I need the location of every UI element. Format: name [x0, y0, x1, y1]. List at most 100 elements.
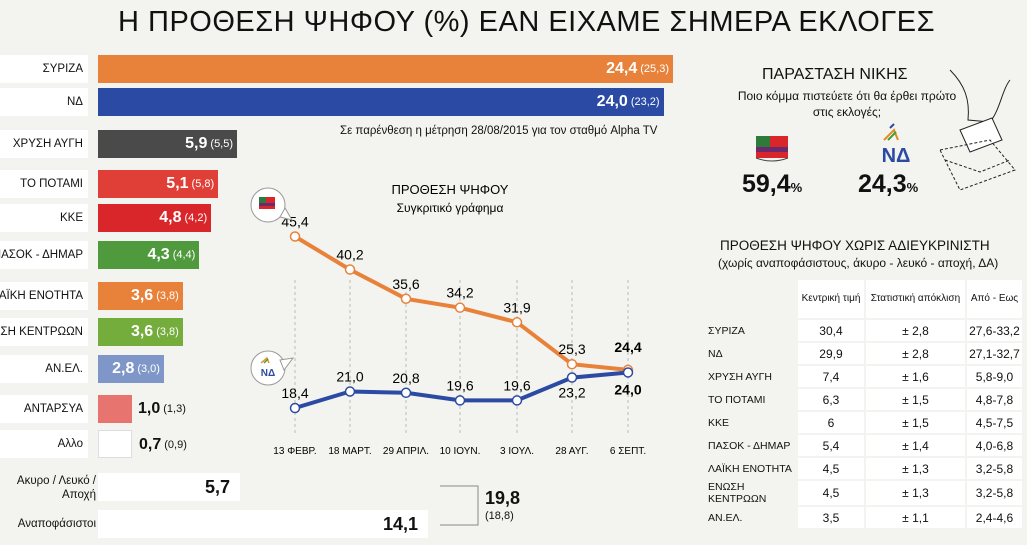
line-chart: ΠΡΟΘΕΣΗ ΨΗΦΟΥ Συγκριτικό γράφημα 45,440,…: [250, 182, 646, 457]
table-cell-range: 3,2-5,8: [964, 479, 1025, 507]
syriza-data-point: [454, 302, 466, 313]
x-tick-label: 29 ΑΠΡΙΛ.: [383, 446, 429, 457]
table-cell-party: ΛΑΪΚΗ ΕΝΟΤΗΤΑ: [702, 456, 798, 481]
table-cell-value: 4,5: [796, 479, 866, 507]
party-bar: 2,8 (3,0): [98, 355, 164, 383]
table-cell-party: ΑΝ.ΕΛ.: [702, 505, 798, 530]
undecided-bracket: [440, 485, 479, 526]
table-cell-party: ΤΟ ΠΟΤΑΜΙ: [702, 387, 798, 412]
table-cell-margin: ± 1,1: [863, 505, 967, 530]
undecided-label: Αναποφάσιστοι: [17, 518, 96, 530]
x-tick-label: 10 ΙΟΥΝ.: [440, 446, 481, 457]
undecided-bar: 5,7: [98, 473, 240, 501]
undecided-total-previous: (18,8): [485, 510, 514, 522]
party-value: 5,1: [166, 175, 189, 192]
win-nd-value: 24,3%: [858, 170, 919, 198]
party-label: ΑΝΤΑΡΣΥΑ: [0, 395, 88, 423]
nd-logo-text: ΝΔ: [261, 368, 275, 379]
table-cell-value: 5,4: [796, 433, 866, 458]
table-cell-margin: ± 1,5: [863, 387, 967, 412]
win-question: Ποιο κόμμα πιστεύετε ότι θα έρθει πρώτο …: [737, 89, 957, 119]
nd-data-label: 19,6: [446, 377, 473, 393]
party-bar: 24,4 (25,3): [98, 55, 673, 83]
table-cell-margin: ± 1,3: [863, 479, 967, 507]
table-cell-range: 5,8-9,0: [964, 364, 1025, 389]
undecided-bar: 14,1: [98, 510, 428, 538]
party-value: 2,8: [112, 360, 135, 377]
table-header-margin: Στατιστική απόκλιση: [863, 278, 967, 320]
table-cell-value: 4,5: [796, 456, 866, 481]
nd-data-point: [622, 367, 634, 378]
table-row: ΑΝ.ΕΛ. 3,5 ± 1,1 2,4-4,6: [702, 505, 1025, 530]
party-label: ΕΝΩΣΗ ΚΕΝΤΡΩΩΝ: [0, 318, 88, 346]
nd-data-label: 20,8: [392, 370, 419, 386]
party-value: 3,6: [130, 287, 154, 304]
table-cell-range: 27,1-32,7: [964, 341, 1025, 366]
win-syriza-flag-icon: [755, 136, 789, 162]
party-label: ΧΡΥΣΗ ΑΥΓΗ: [0, 130, 88, 158]
party-previous-value: (5,5): [210, 138, 234, 150]
party-label: ΚΚΕ: [0, 204, 88, 232]
table-cell-range: 27,6-33,2: [964, 318, 1025, 343]
nd-data-point: [344, 386, 356, 397]
table-cell-value: 6: [796, 410, 866, 435]
ballot-hand-illustration: [939, 69, 1016, 191]
vote-table: Κεντρική τιμή Στατιστική απόκλιση Από - …: [702, 278, 1025, 530]
table-cell-margin: ± 1,6: [863, 364, 967, 389]
table-cell-margin: ± 1,3: [863, 456, 967, 481]
table-title: ΠΡΟΘΕΣΗ ΨΗΦΟΥ ΧΩΡΙΣ ΑΔΙΕΥΚΡΙΝΙΣΤΗ: [720, 238, 990, 253]
table-cell-party: ΕΝΩΣΗ ΚΕΝΤΡΩΩΝ: [702, 479, 798, 507]
win-nd-logo-text: ΝΔ: [882, 145, 911, 167]
syriza-data-point: [511, 317, 523, 328]
party-bar: 5,9 (5,5): [98, 130, 238, 158]
party-previous-value: (1,3): [163, 403, 186, 415]
party-bar: 1,0 (1,3): [98, 395, 186, 423]
x-tick-label: 13 ΦΕΒΡ.: [273, 446, 316, 457]
party-label: ΠΑΣΟΚ - ΔΗΜΑΡ: [0, 241, 88, 269]
nd-data-point: [289, 402, 301, 414]
nd-data-label: 18,4: [281, 385, 308, 401]
table-cell-margin: ± 2,8: [863, 341, 967, 366]
party-previous-value: (3,8): [156, 326, 179, 338]
party-value: 1,0: [138, 400, 161, 417]
nd-data-label: 21,0: [336, 369, 363, 385]
party-bar: 3,6 (3,8): [98, 318, 183, 346]
undecided-value: 5,7: [204, 476, 230, 497]
table-cell-range: 3,2-5,8: [964, 456, 1025, 481]
nd-data-point: [400, 387, 412, 399]
party-previous-value: (3,8): [156, 290, 179, 302]
table-header-central: Κεντρική τιμή: [796, 278, 866, 320]
table-cell-value: 30,4: [796, 318, 866, 343]
party-previous-value: (3,0): [137, 363, 160, 375]
table-cell-range: 4,5-7,5: [964, 410, 1025, 435]
table-row: ΣΥΡΙΖΑ 30,4 ± 2,8 27,6-33,2: [702, 318, 1025, 343]
table-subtitle: (χωρίς αναποφάσιστους, άκυρο - λευκό - α…: [718, 256, 999, 270]
syriza-flag-icon: [259, 197, 275, 209]
table-cell-value: 3,5: [796, 505, 866, 530]
table-row: ΤΟ ΠΟΤΑΜΙ 6,3 ± 1,5 4,8-7,8: [702, 387, 1025, 412]
syriza-data-label: 35,6: [392, 276, 419, 292]
nd-marker: ΝΔ: [250, 350, 295, 386]
party-previous-value: (4,4): [172, 249, 196, 261]
party-previous-value: (4,2): [184, 212, 208, 224]
undecided-total: 19,8: [485, 488, 521, 508]
nd-data-point: [454, 395, 466, 406]
syriza-data-point: [566, 358, 578, 370]
page-title: Η ΠΡΟΘΕΣΗ ΨΗΦΟΥ (%) ΕΑΝ ΕΙΧΑΜΕ ΣΗΜΕΡΑ ΕΚ…: [118, 6, 936, 38]
win-nd-logo-icon: ΝΔ: [882, 123, 911, 167]
party-value: 4,8: [159, 209, 182, 226]
nd-logo-icon: ΝΔ: [260, 356, 275, 379]
party-label: ΤΟ ΠΟΤΑΜΙ: [0, 170, 88, 198]
undecided-value: 14,1: [382, 513, 418, 534]
nd-data-point: [511, 395, 523, 406]
table-header-blank: [702, 278, 798, 320]
table-cell-party: ΝΔ: [702, 341, 798, 366]
party-label: ΛΑΪΚΗ ΕΝΟΤΗΤΑ: [0, 282, 88, 310]
table-header-range: Από - Εως: [964, 278, 1025, 320]
party-value: 4,3: [147, 246, 170, 263]
party-bar: 4,3 (4,4): [98, 241, 200, 269]
table-row: ΛΑΪΚΗ ΕΝΟΤΗΤΑ 4,5 ± 1,3 3,2-5,8: [702, 456, 1025, 481]
party-label: ΑΝ.ΕΛ.: [0, 355, 88, 383]
party-label: ΝΔ: [0, 88, 88, 116]
party-previous-value: (23,2): [630, 96, 660, 108]
